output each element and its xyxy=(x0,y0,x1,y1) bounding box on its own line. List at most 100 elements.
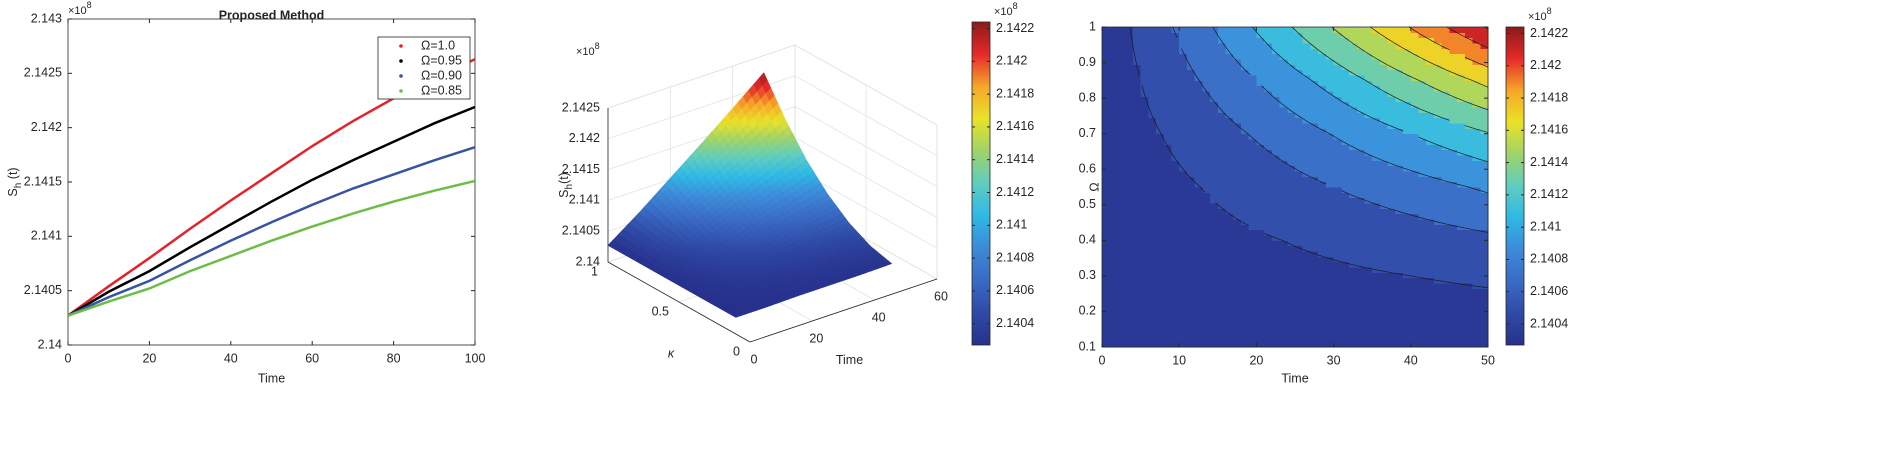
contour-cell xyxy=(1480,37,1489,44)
contour-cell xyxy=(1464,219,1474,225)
contour-cell xyxy=(1248,288,1257,295)
contour-cell xyxy=(1318,320,1327,327)
contour-cell xyxy=(1148,341,1157,348)
contour-cell xyxy=(1148,69,1157,76)
contour-cell xyxy=(1325,192,1335,199)
contour-cell xyxy=(1140,43,1149,49)
contour-cell xyxy=(1325,283,1335,289)
contour-cell xyxy=(1256,315,1265,321)
contour-cell xyxy=(1125,128,1134,135)
contour-cell xyxy=(1163,283,1172,289)
contour-cell xyxy=(1364,64,1373,71)
contour-cell xyxy=(1464,144,1474,151)
contour-cell xyxy=(1210,112,1219,119)
contour-cell xyxy=(1325,272,1335,279)
contour-cell xyxy=(1132,128,1142,135)
contour-cell xyxy=(1426,75,1435,81)
contour-cell xyxy=(1372,80,1381,87)
contour-cell xyxy=(1179,112,1188,119)
contour-cell xyxy=(1403,171,1412,177)
legend-marker xyxy=(399,89,403,93)
contour-cell xyxy=(1364,283,1373,289)
contour-cell xyxy=(1225,299,1234,305)
contour-cell xyxy=(1418,37,1427,44)
contour-cell xyxy=(1186,213,1196,220)
contour-cell xyxy=(1225,272,1234,279)
contour-cell xyxy=(1349,336,1358,343)
contour-cell xyxy=(1279,336,1288,343)
contour-cell xyxy=(1171,261,1180,268)
contour-cell xyxy=(1349,267,1358,273)
contour-cell xyxy=(1179,251,1188,257)
contour-cell xyxy=(1379,208,1389,215)
contour-cell xyxy=(1403,101,1412,108)
contour-cell xyxy=(1248,245,1257,252)
contour-cell xyxy=(1156,91,1165,97)
contour-cell xyxy=(1403,160,1412,167)
contour-cell xyxy=(1325,133,1335,140)
contour-cell xyxy=(1310,197,1319,204)
contour-cell xyxy=(1318,251,1327,257)
contour-cell xyxy=(1449,107,1458,113)
contour-cell xyxy=(1179,331,1188,337)
contour-cell xyxy=(1102,219,1111,225)
x-tick-label: 60 xyxy=(934,289,948,303)
contour-cell xyxy=(1349,27,1358,33)
contour-cell xyxy=(1171,235,1180,241)
contour-cell xyxy=(1186,341,1196,348)
contour-cell xyxy=(1117,80,1126,87)
contour-cell xyxy=(1295,37,1304,44)
contour-cell xyxy=(1217,245,1227,252)
contour-cell xyxy=(1310,37,1319,44)
contour-cell xyxy=(1433,144,1443,151)
contour-cell xyxy=(1163,320,1172,327)
contour-cell xyxy=(1217,64,1227,71)
contour-cell xyxy=(1433,69,1443,76)
contour-cell xyxy=(1410,37,1420,44)
contour-cell xyxy=(1194,85,1203,92)
contour-cell xyxy=(1464,149,1474,156)
contour-cell xyxy=(1433,171,1443,177)
contour-cell xyxy=(1349,272,1358,279)
contour-cell xyxy=(1356,299,1365,305)
contour-cell xyxy=(1403,245,1412,252)
contour-cell xyxy=(1109,256,1118,263)
contour-cell xyxy=(1364,171,1373,177)
contour-cell xyxy=(1256,320,1265,327)
contour-cell xyxy=(1310,336,1319,343)
contour-cell xyxy=(1156,48,1165,55)
contour-cell xyxy=(1179,53,1188,60)
contour-cell xyxy=(1480,165,1489,172)
contour-cell xyxy=(1457,96,1466,103)
contour-cell xyxy=(1202,43,1211,49)
contour-cell xyxy=(1449,91,1458,97)
contour-cell xyxy=(1349,331,1358,337)
contour-cell xyxy=(1279,283,1288,289)
contour-cell xyxy=(1194,203,1203,209)
contour-cell xyxy=(1279,112,1288,119)
contour-cell xyxy=(1325,235,1335,241)
contour-cell xyxy=(1264,240,1273,247)
contour-cell xyxy=(1403,48,1412,55)
contour-cell xyxy=(1125,336,1134,343)
contour-cell xyxy=(1125,331,1134,337)
contour-cell xyxy=(1225,171,1234,177)
contour-cell xyxy=(1271,208,1281,215)
contour-cell xyxy=(1171,123,1180,129)
contour-cell xyxy=(1125,272,1134,279)
contour-cell xyxy=(1132,213,1142,220)
contour-cell xyxy=(1148,101,1157,108)
contour-cell xyxy=(1333,283,1342,289)
contour-cell xyxy=(1449,59,1458,65)
contour-cell xyxy=(1472,240,1481,247)
contour-cell xyxy=(1271,325,1281,332)
contour-line xyxy=(1331,26,1489,111)
contour-cell xyxy=(1210,149,1219,156)
contour-cell xyxy=(1156,288,1165,295)
contour-cell xyxy=(1233,117,1242,124)
contour-cell xyxy=(1426,181,1435,188)
contour-cell xyxy=(1433,91,1443,97)
contour-cell xyxy=(1186,197,1196,204)
contour-cell xyxy=(1333,139,1342,145)
contour-cell xyxy=(1132,304,1142,311)
